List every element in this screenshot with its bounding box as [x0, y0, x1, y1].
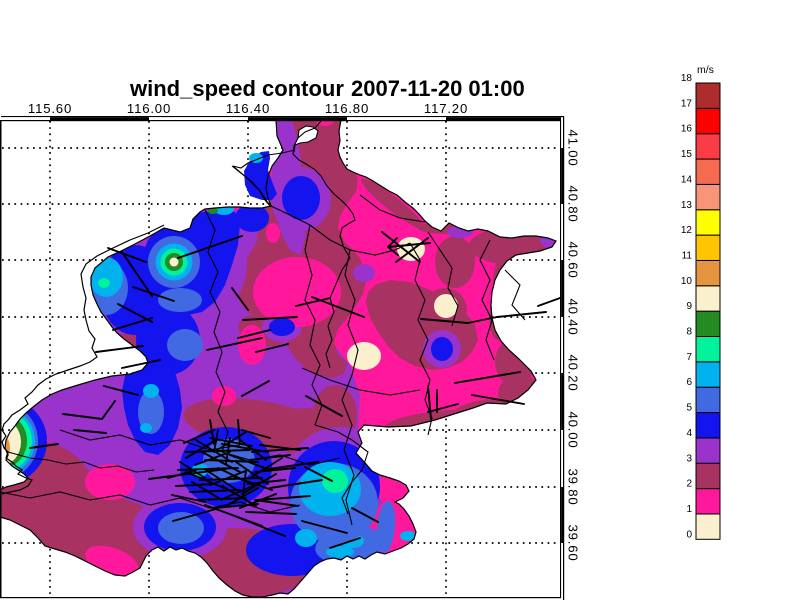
svg-text:16: 16: [681, 124, 693, 135]
svg-text:40.80: 40.80: [566, 185, 581, 222]
svg-text:115.60: 115.60: [28, 101, 72, 116]
svg-text:39.80: 39.80: [566, 468, 581, 505]
svg-text:1: 1: [686, 504, 692, 515]
svg-text:116.80: 116.80: [325, 101, 369, 116]
svg-text:14: 14: [681, 174, 693, 185]
svg-text:13: 13: [681, 200, 693, 211]
svg-text:5: 5: [686, 403, 692, 414]
svg-text:wind_speed contour: wind_speed contour: [129, 76, 344, 101]
svg-text:116.40: 116.40: [226, 101, 270, 116]
svg-text:12: 12: [681, 225, 693, 236]
svg-text:8: 8: [686, 327, 692, 338]
svg-text:40.00: 40.00: [566, 411, 581, 448]
svg-text:40.40: 40.40: [566, 298, 581, 335]
svg-text:18: 18: [681, 73, 693, 84]
svg-text:17: 17: [681, 98, 693, 109]
svg-text:10: 10: [681, 276, 693, 287]
svg-text:9: 9: [686, 301, 692, 312]
svg-text:3: 3: [686, 453, 692, 464]
svg-text:15: 15: [681, 149, 693, 160]
svg-text:0: 0: [686, 529, 692, 540]
svg-text:2007-11-20 01:00: 2007-11-20 01:00: [351, 76, 525, 101]
svg-text:116.00: 116.00: [127, 101, 171, 116]
svg-text:41.00: 41.00: [566, 129, 581, 166]
svg-text:40.20: 40.20: [566, 354, 581, 391]
svg-text:11: 11: [682, 250, 693, 261]
svg-text:4: 4: [686, 428, 692, 439]
svg-text:40.60: 40.60: [566, 241, 581, 278]
svg-text:2: 2: [686, 479, 692, 490]
svg-text:117.20: 117.20: [424, 101, 468, 116]
svg-text:39.60: 39.60: [566, 524, 581, 561]
svg-text:7: 7: [686, 352, 692, 363]
svg-text:6: 6: [686, 377, 692, 388]
svg-text:m/s: m/s: [697, 64, 714, 76]
